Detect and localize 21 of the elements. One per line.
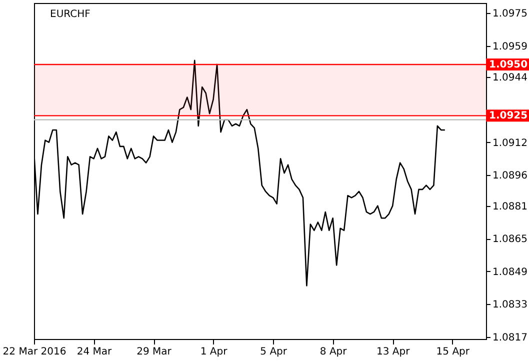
x-tick-label: 15 Apr: [436, 346, 470, 358]
y-tick-label: 1.0881: [492, 201, 528, 212]
y-tick-label: 1.0959: [492, 42, 528, 53]
y-tick-label: 1.0833: [492, 300, 528, 311]
y-tick-label: 1.0849: [492, 266, 528, 278]
text: EURCHF: [50, 9, 91, 20]
x-tick-label: 5 Apr: [260, 346, 288, 358]
x-tick-label: 13 Apr: [376, 346, 411, 358]
y-tick-label: 1.0817: [492, 332, 528, 344]
y-tick-label: 1.0896: [492, 170, 528, 182]
x-tick-label: 29 Mar: [136, 346, 172, 358]
y-tick-label: 1.0865: [492, 234, 528, 246]
ref-line-label: 1.0925: [489, 110, 528, 122]
x-tick-label: 1 Apr: [200, 346, 228, 358]
ref-line-label: 1.0950: [489, 59, 528, 70]
x-tick-label: 22 Mar 2016: [2, 346, 66, 358]
y-tick-label: 1.0944: [492, 72, 528, 84]
x-tick-label: 24 Mar: [76, 346, 113, 358]
y-tick-label: 1.0912: [492, 138, 528, 149]
x-tick-label: 8 Apr: [320, 346, 348, 358]
y-tick-label: 1.0975: [492, 8, 528, 20]
